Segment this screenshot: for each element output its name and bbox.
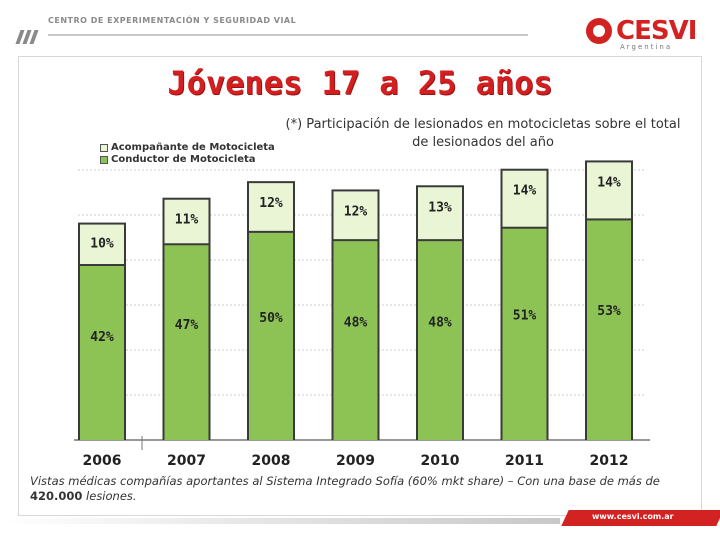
- bar-conductor: [333, 241, 378, 440]
- legend-item-acompanante: Acompañante de Motocicleta: [100, 142, 275, 154]
- content-frame: [18, 56, 702, 516]
- bar-conductor: [249, 232, 293, 440]
- data-label-acompanante: 10%: [90, 236, 114, 251]
- cesvi-logo: CESVI Argentina: [580, 12, 700, 52]
- header-title: CENTRO DE EXPERIMENTACIÓN Y SEGURIDAD VI…: [48, 16, 297, 25]
- data-label-conductor: 50%: [259, 311, 283, 326]
- bar-acompanante: [502, 170, 547, 227]
- bar-acompanante: [418, 187, 462, 240]
- page-title: Jóvenes 17 a 25 años: [167, 64, 553, 102]
- x-tick-label: 2006: [83, 453, 122, 469]
- data-label-acompanante: 11%: [175, 213, 199, 228]
- bar-acompanante: [164, 199, 209, 244]
- legend-swatch-conductor: [100, 156, 108, 164]
- x-tick-label: 2010: [421, 453, 460, 469]
- data-label-acompanante: 12%: [344, 204, 368, 219]
- chart-note: (*) Participación de lesionados en motoc…: [285, 117, 681, 150]
- legend-label-acompanante: Acompañante de Motocicleta: [111, 142, 275, 153]
- x-tick-label: 2007: [167, 453, 206, 469]
- logo-subtitle: Argentina: [620, 43, 673, 51]
- legend-item-conductor: Conductor de Motocicleta: [100, 154, 275, 166]
- data-label-acompanante: 12%: [259, 196, 283, 211]
- data-label-conductor: 47%: [175, 318, 199, 333]
- data-label-conductor: 51%: [513, 309, 537, 324]
- header: CENTRO DE EXPERIMENTACIÓN Y SEGURIDAD VI…: [0, 0, 720, 52]
- data-label-acompanante: 13%: [428, 200, 452, 215]
- footer-gray-bar: [0, 518, 560, 524]
- bar-conductor: [80, 266, 124, 440]
- legend-swatch-acompanante: [100, 144, 108, 152]
- bar-conductor: [418, 241, 462, 440]
- footer-url[interactable]: www.cesvi.com.ar: [592, 512, 674, 521]
- x-tick-label: 2009: [336, 453, 375, 469]
- data-label-conductor: 48%: [344, 316, 368, 331]
- data-label-acompanante: 14%: [513, 184, 537, 199]
- bar-acompanante: [333, 191, 378, 240]
- data-label-acompanante: 14%: [597, 175, 621, 190]
- bar-acompanante: [587, 162, 631, 219]
- logo-text: CESVI: [616, 16, 697, 46]
- logo-mark-icon: [586, 18, 612, 44]
- bar-acompanante: [249, 183, 293, 231]
- footer-note-base: 420.000: [30, 489, 83, 503]
- x-tick-label: 2008: [252, 453, 291, 469]
- footer-note: Vistas médicas compañías aportantes al S…: [30, 474, 690, 504]
- bar-conductor: [587, 220, 631, 440]
- header-divider: [48, 34, 528, 36]
- bar-conductor: [164, 245, 209, 440]
- x-tick-label: 2012: [590, 453, 629, 469]
- x-tick-label: 2011: [505, 453, 544, 469]
- chart-legend: Acompañante de Motocicleta Conductor de …: [100, 142, 275, 166]
- data-label-conductor: 53%: [597, 304, 621, 319]
- data-label-conductor: 42%: [90, 330, 114, 345]
- footer-note-text: Vistas médicas compañías aportantes al S…: [30, 474, 660, 488]
- stacked-bar-chart: 42% 10% 2006 47% 11% 2007 50% 12% 2008 48% 12% 2009…: [74, 160, 650, 469]
- footer-note-end: lesiones.: [82, 489, 137, 503]
- data-label-conductor: 48%: [428, 316, 452, 331]
- legend-label-conductor: Conductor de Motocicleta: [111, 154, 256, 165]
- bar-acompanante: [80, 224, 124, 264]
- header-stripes: [15, 30, 44, 44]
- bar-conductor: [502, 228, 547, 440]
